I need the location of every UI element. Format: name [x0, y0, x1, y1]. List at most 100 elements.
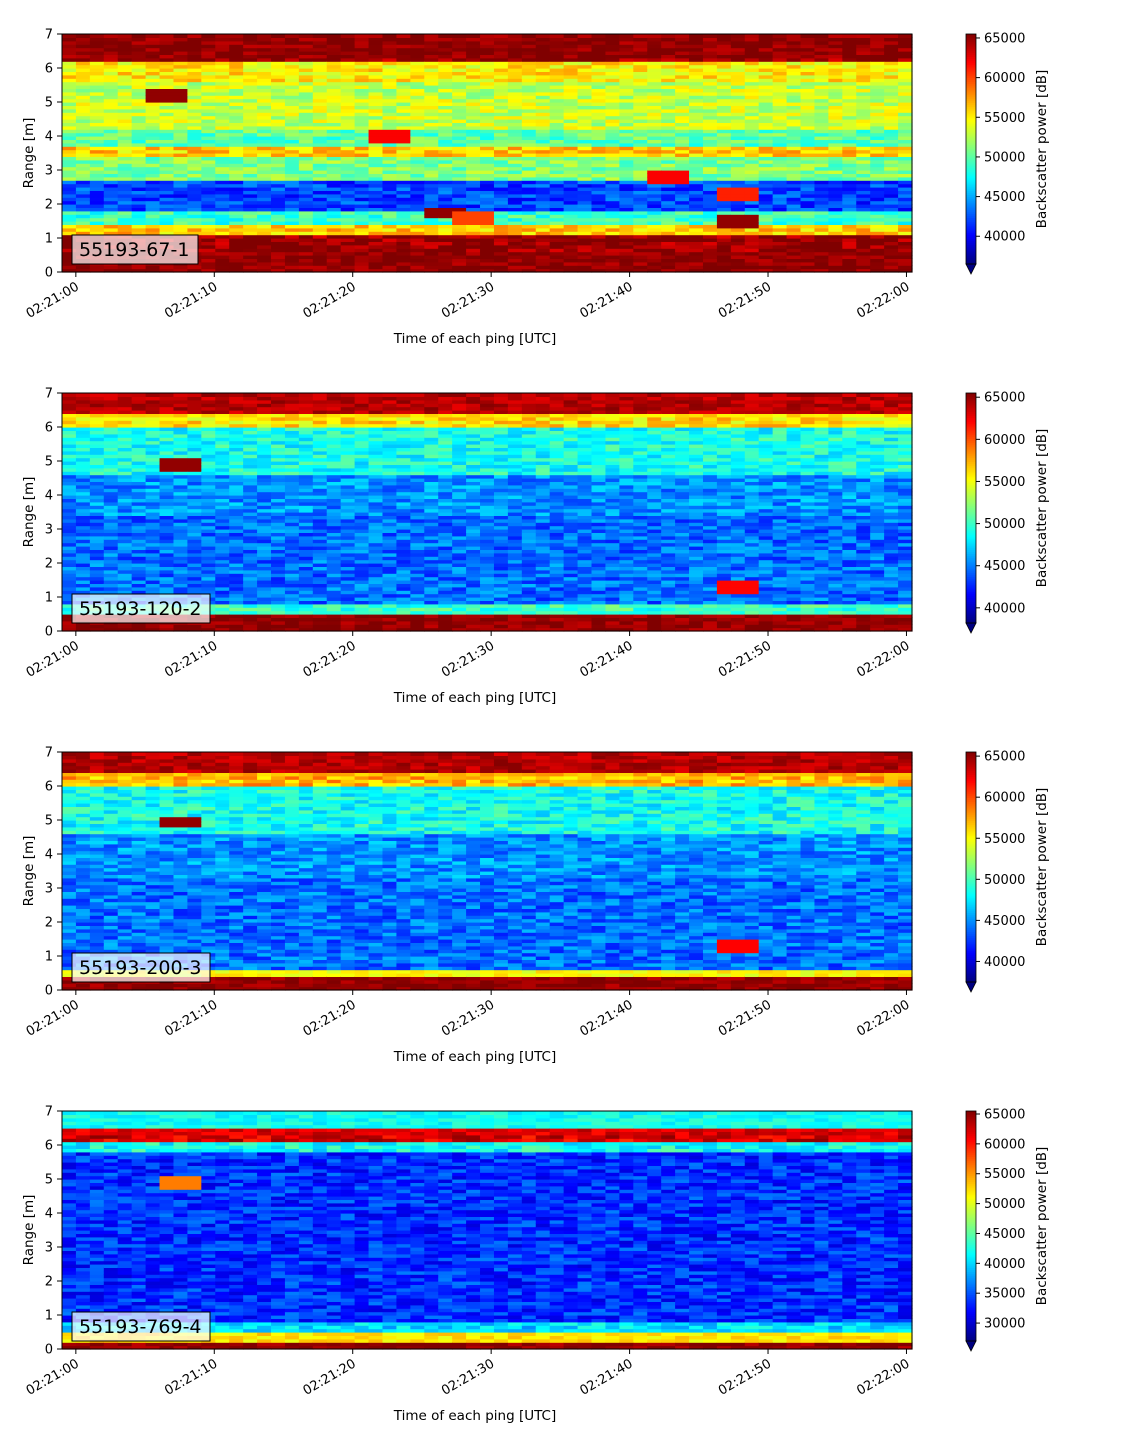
heatmap-cell [522, 150, 537, 154]
heatmap-cell [369, 218, 384, 222]
heatmap-cell [494, 218, 509, 222]
heatmap-cell [187, 160, 202, 164]
heatmap-cell [480, 150, 495, 154]
heatmap-cell [438, 265, 453, 269]
heatmap-cell [717, 184, 732, 188]
heatmap-cell [703, 150, 718, 154]
heatmap-cell [299, 235, 314, 239]
heatmap-cell [160, 420, 175, 424]
heatmap-cell [773, 228, 788, 232]
heatmap-cell [341, 235, 356, 239]
heatmap-cell [201, 150, 216, 154]
heatmap-cell [466, 211, 481, 215]
heatmap-cell [382, 194, 397, 198]
heatmap-cell [118, 143, 133, 147]
heatmap-cell [160, 34, 175, 38]
heatmap-cell [146, 403, 161, 407]
heatmap-cell [173, 265, 188, 269]
heatmap-cell [661, 218, 676, 222]
heatmap-cell [787, 211, 802, 215]
heatmap-cell [661, 245, 676, 249]
heatmap-cell [243, 252, 258, 256]
heatmap-cell [327, 218, 342, 222]
heatmap-cell [201, 184, 216, 188]
heatmap-cell [578, 133, 593, 137]
heatmap-cell [229, 194, 244, 198]
heatmap-cell [480, 133, 495, 137]
heatmap-cell [814, 133, 829, 137]
heatmap-cell [382, 201, 397, 205]
heatmap-cell [396, 211, 411, 215]
heatmap-cell [605, 218, 620, 222]
heatmap-cell [173, 167, 188, 171]
heatmap-cell [856, 167, 871, 171]
heatmap-cell [146, 265, 161, 269]
heatmap-cell [578, 194, 593, 198]
heatmap-cell [76, 133, 91, 137]
heatmap-cell [647, 194, 662, 198]
heatmap-cell [578, 228, 593, 232]
heatmap-cell [215, 150, 230, 154]
heatmap-cell [382, 252, 397, 256]
heatmap-cell [396, 194, 411, 198]
heatmap-cell [341, 150, 356, 154]
heatmap-cell [508, 252, 523, 256]
heatmap-cell [508, 34, 523, 38]
heatmap-cell [745, 201, 760, 205]
heatmap-cell [605, 184, 620, 188]
heatmap-cell [605, 201, 620, 205]
heatmap-cell [522, 211, 537, 215]
heatmap-cell [229, 265, 244, 269]
heatmap-cell [369, 245, 384, 249]
heatmap-cell [842, 235, 857, 239]
heatmap-cell [592, 177, 607, 181]
heatmap-cell [856, 218, 871, 222]
heatmap-cell [173, 133, 188, 137]
heatmap-cell [410, 184, 425, 188]
heatmap-cell [424, 228, 439, 232]
heatmap-cell [146, 184, 161, 188]
heatmap-cell [229, 143, 244, 147]
heatmap-cell [146, 393, 161, 397]
heatmap-cell [814, 201, 829, 205]
heatmap-cell [438, 34, 453, 38]
heatmap-cell [731, 265, 746, 269]
heatmap-cell [480, 245, 495, 249]
heatmap-cell [271, 245, 286, 249]
heatmap-cell [508, 201, 523, 205]
heatmap-cell [229, 160, 244, 164]
heatmap-cell [550, 218, 565, 222]
heatmap-cell [173, 150, 188, 154]
heatmap-cell [160, 471, 175, 475]
heatmap-cell [480, 184, 495, 188]
heatmap-cell [522, 167, 537, 171]
heatmap-cell [494, 235, 509, 239]
heatmap-cell [438, 201, 453, 205]
heatmap-cell [661, 34, 676, 38]
heatmap-cell [355, 194, 370, 198]
heatmap-cell [856, 150, 871, 154]
heatmap-cell [522, 143, 537, 147]
heatmap-cell [76, 454, 91, 458]
heatmap-cell [410, 235, 425, 239]
heatmap-cell [773, 150, 788, 154]
heatmap-cell [814, 228, 829, 232]
heatmap-cell [285, 252, 300, 256]
heatmap-cell [201, 133, 216, 137]
heatmap-cell [201, 245, 216, 249]
heatmap-cell [257, 265, 272, 269]
heatmap-cell [62, 218, 77, 222]
heatmap-cell [522, 34, 537, 38]
heatmap-cell [62, 505, 77, 509]
heatmap-cell [327, 143, 342, 147]
heatmap-cell [675, 245, 690, 249]
heatmap-cell [480, 194, 495, 198]
heatmap-cell [132, 218, 147, 222]
heatmap-cell [842, 218, 857, 222]
heatmap-cell [438, 228, 453, 232]
heatmap-cell [257, 211, 272, 215]
heatmap-cell [229, 228, 244, 232]
